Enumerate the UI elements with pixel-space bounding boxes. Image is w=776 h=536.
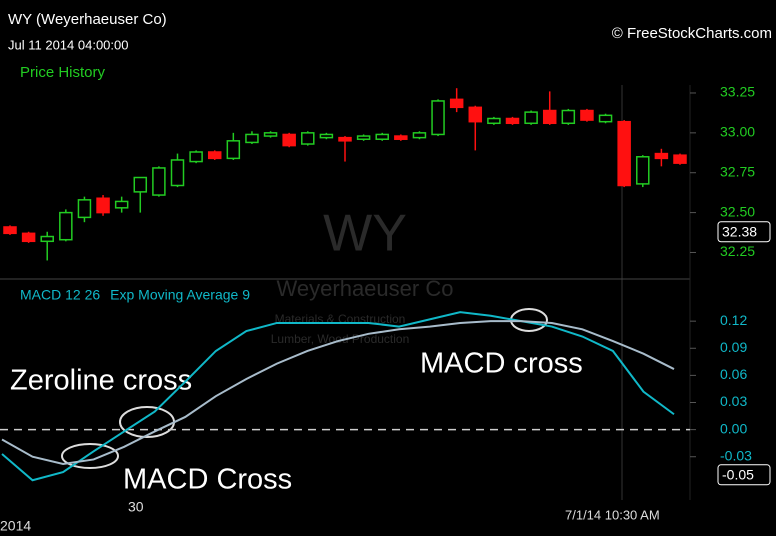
candle-body [40,235,54,243]
candle-body [375,133,389,140]
candle-body [21,232,36,243]
y-tick-label: 33.00 [720,124,755,140]
candle-body [636,156,650,185]
source: © FreeStockCharts.com [612,25,772,42]
candle-body [114,200,129,209]
candle-body [301,132,315,145]
x-label: 7/1/14 10:30 AM [565,507,660,522]
candle-body [598,114,613,123]
series-line [1,320,675,465]
y-tick-label: 32.50 [720,203,755,219]
last-value-box [717,464,771,486]
candle-body [356,135,371,140]
candle-body [3,226,17,235]
candle-body [617,120,631,187]
candle-body [654,152,669,160]
candle-body [505,117,520,125]
annotation: MACD Cross [123,464,292,496]
y-tick-label: 0.06 [720,366,747,382]
legend-label: Exp Moving Average 9 [110,287,250,303]
legend-label: MACD 12 26 [20,287,100,303]
watermark: Lumber, Wood Production [271,332,410,346]
highlight-ellipse [61,443,119,469]
watermark: Weyerhaeuser Co [277,276,454,301]
annotation: MACD cross [420,348,583,380]
series-line [1,311,675,482]
candle-body [263,132,278,137]
candle-body [207,151,222,160]
candle-body [152,167,166,196]
candle-body [170,159,185,187]
candle-body [431,100,445,136]
x-label: 2014 [0,518,31,534]
y-tick-label: 0.12 [720,312,747,328]
candle-body [673,154,687,164]
y-tick-label: 32.25 [720,243,755,259]
candle-body [245,133,259,144]
candle-body [319,133,334,139]
candle-body [580,109,594,121]
last-value-box [717,221,771,243]
candle-body [468,106,483,123]
y-tick-label: 0.09 [720,339,747,355]
panel-label: Price History [20,64,106,81]
last-value-label: -0.05 [722,467,754,483]
y-tick-label: 33.25 [720,84,755,100]
x-label: 30 [128,499,144,515]
chart-title: WY (Weyerhaeuser Co) [8,11,167,28]
watermark: WY [323,205,407,263]
candle-body [561,109,576,125]
candle-body [449,98,464,109]
candle-body [96,197,110,214]
y-tick-label: 0.03 [720,393,747,409]
candle-body [59,211,73,241]
candle-body [133,176,148,193]
candle-body [338,136,352,142]
y-tick-label: 0.00 [720,420,747,436]
candle-body [524,111,538,125]
candle-body [77,199,92,219]
candle-body [189,151,203,163]
candle-body [226,140,241,160]
candle-body [412,132,427,139]
annotation: Zeroline cross [10,365,192,397]
y-tick-label: -0.03 [720,447,752,463]
candle-body [394,135,408,140]
chart-subtitle: Jul 11 2014 04:00:00 [8,37,128,52]
candle-body [282,133,296,147]
last-value-label: 32.38 [722,223,757,239]
candle-body [487,117,501,125]
candle-body [542,109,557,125]
y-tick-label: 32.75 [720,163,755,179]
